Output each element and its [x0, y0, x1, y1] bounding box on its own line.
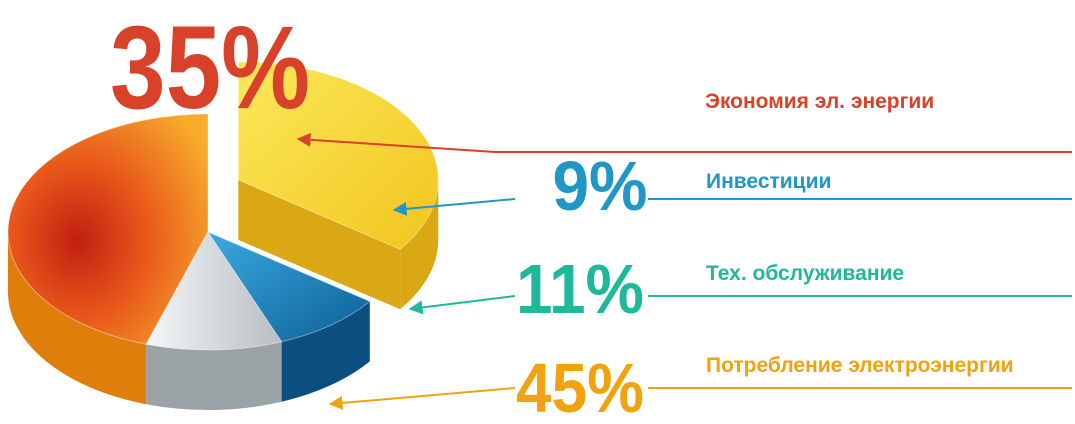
callout-arrow: [408, 295, 516, 315]
callout-arrow: [328, 387, 516, 410]
category-label: Инвестиции: [706, 170, 831, 193]
callouts: 35% Экономия эл. энергии 9% Инвестиции 11% Те…: [110, 2, 1072, 424]
percent-label: 9%: [553, 147, 648, 225]
percent-label: 45%: [516, 349, 644, 424]
pie-slice: [237, 61, 439, 250]
percent-label: 11%: [516, 250, 644, 328]
pie-slice-side: [146, 341, 282, 411]
pie-slice-side: [8, 232, 147, 405]
pie-slice-cut-face: [238, 179, 401, 310]
pie-slice-side: [281, 301, 370, 402]
category-label: Тех. обслуживание: [706, 262, 904, 285]
category-label: Экономия эл. энергии: [705, 90, 934, 113]
pie-slice: [145, 231, 283, 351]
percent-label: 35%: [110, 2, 310, 134]
pie-slice: [7, 113, 209, 345]
category-label: Потребление электроэнергии: [706, 354, 1014, 377]
callout-arrow: [296, 132, 496, 153]
callout-arrow: [392, 198, 516, 216]
pie-slice-side: [400, 179, 439, 310]
pie-slice: [206, 230, 371, 343]
pie-slices: [7, 61, 439, 411]
